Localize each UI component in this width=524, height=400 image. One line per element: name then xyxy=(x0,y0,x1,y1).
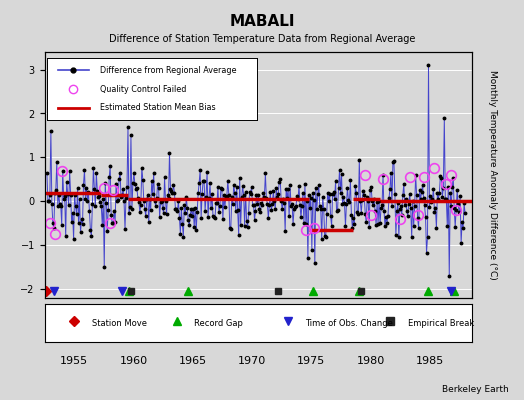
Text: 1955: 1955 xyxy=(60,356,88,366)
Text: 1985: 1985 xyxy=(416,356,444,366)
Text: 1980: 1980 xyxy=(357,356,385,366)
Text: 1970: 1970 xyxy=(238,356,266,366)
Text: Station Move: Station Move xyxy=(92,318,147,328)
Text: 1960: 1960 xyxy=(119,356,148,366)
Text: 1975: 1975 xyxy=(297,356,325,366)
Text: Difference of Station Temperature Data from Regional Average: Difference of Station Temperature Data f… xyxy=(109,34,415,44)
Text: MABALI: MABALI xyxy=(230,14,294,29)
Text: Record Gap: Record Gap xyxy=(194,318,243,328)
Text: 1965: 1965 xyxy=(179,356,207,366)
Text: Quality Control Failed: Quality Control Failed xyxy=(100,84,186,94)
Text: Berkeley Earth: Berkeley Earth xyxy=(442,385,508,394)
Text: Empirical Break: Empirical Break xyxy=(408,318,474,328)
Text: Difference from Regional Average: Difference from Regional Average xyxy=(100,66,236,75)
Y-axis label: Monthly Temperature Anomaly Difference (°C): Monthly Temperature Anomaly Difference (… xyxy=(488,70,497,280)
Text: Time of Obs. Change: Time of Obs. Change xyxy=(305,318,393,328)
Text: Estimated Station Mean Bias: Estimated Station Mean Bias xyxy=(100,103,215,112)
